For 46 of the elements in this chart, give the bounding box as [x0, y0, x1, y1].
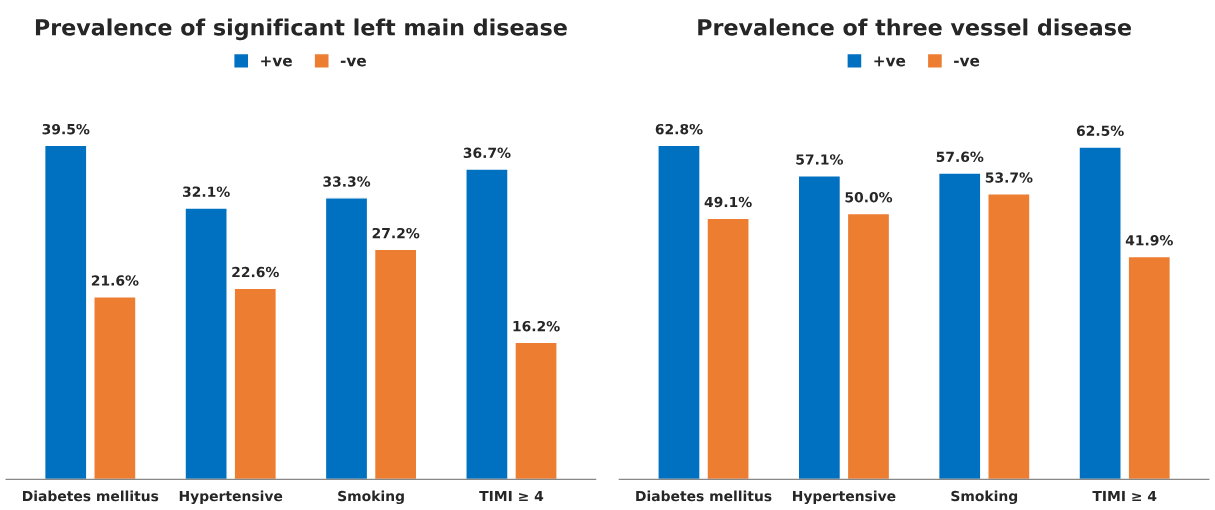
legend-label: +ve — [261, 56, 292, 67]
data-label: 49.1% — [704, 196, 752, 208]
legend-label: -ve — [340, 57, 366, 67]
x-tick-label: Hypertensive — [793, 490, 896, 505]
bar — [797, 175, 842, 480]
bar — [184, 207, 228, 480]
bar — [1127, 255, 1172, 480]
bar — [657, 144, 701, 480]
x-tick-label: TIMI ≥ 4 — [479, 490, 544, 502]
data-label: 16.2% — [513, 320, 560, 332]
x-tick-label: Hypertensive — [179, 490, 283, 505]
x-tick-label: TIMI ≥ 4 — [1092, 490, 1157, 502]
bar — [373, 248, 418, 480]
data-label: 62.5% — [1076, 125, 1124, 136]
bar — [93, 296, 137, 480]
data-label: 33.3% — [323, 176, 371, 187]
bar — [465, 168, 509, 480]
bar — [514, 341, 558, 480]
legend-label: +ve — [874, 56, 906, 67]
data-label: 57.6% — [936, 151, 984, 163]
data-label: 22.6% — [232, 266, 279, 278]
data-label: 57.1% — [796, 154, 843, 165]
bar — [937, 172, 982, 480]
data-label: 36.7% — [463, 147, 511, 159]
bar — [324, 197, 369, 480]
data-label: 32.1% — [182, 186, 230, 197]
data-label: 27.2% — [372, 227, 420, 239]
x-tick-label: Smoking — [951, 490, 1018, 505]
data-label: 62.8% — [655, 123, 703, 135]
bar — [233, 287, 278, 480]
bar — [987, 193, 1031, 480]
bar — [1078, 146, 1122, 480]
data-label: 21.6% — [91, 275, 139, 286]
chart-title: Prevalence of significant left main disease — [35, 18, 567, 41]
x-tick-label: Smoking — [338, 490, 404, 505]
data-label: 50.0% — [845, 191, 893, 203]
data-label: 53.7% — [985, 172, 1033, 183]
bar — [846, 212, 891, 480]
data-label: 41.9% — [1125, 235, 1173, 246]
bar — [43, 144, 88, 480]
x-tick-label: Diabetes mellitus — [636, 490, 772, 502]
chart-title: Prevalence of three vessel disease — [698, 18, 1131, 36]
x-tick-label: Diabetes mellitus — [23, 490, 159, 502]
bar — [706, 217, 750, 480]
legend-label: -ve — [954, 57, 980, 67]
data-label: 39.5% — [42, 123, 90, 135]
